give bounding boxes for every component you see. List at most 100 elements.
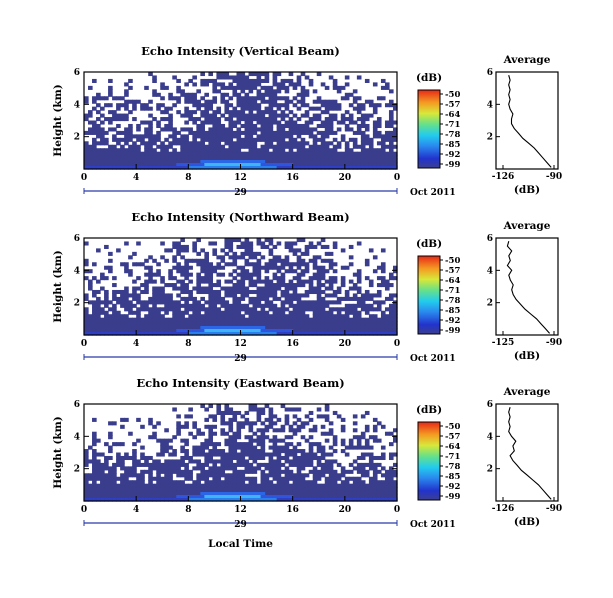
heatmap-cell <box>104 328 109 333</box>
heatmap-cell <box>296 321 302 326</box>
heatmap-cell <box>200 144 205 149</box>
heatmap-cell <box>364 324 370 329</box>
echo-band-cell <box>240 498 246 501</box>
heatmap-cell <box>172 244 177 249</box>
heatmap-cell <box>316 483 322 488</box>
heatmap-cell <box>304 244 310 249</box>
heatmap-cell <box>220 286 226 291</box>
heatmap-cell <box>320 265 326 270</box>
heatmap-cell <box>176 137 181 142</box>
heatmap-cell <box>352 314 358 319</box>
echo-band-cell <box>264 498 270 501</box>
heatmap-cell <box>348 148 354 153</box>
heatmap-cell <box>352 283 358 288</box>
heatmap-cell <box>92 144 97 149</box>
heatmap-cell <box>276 459 282 464</box>
heatmap-cell <box>156 130 161 135</box>
heatmap-cell <box>340 276 346 281</box>
heatmap-cell <box>236 428 242 433</box>
profile-frame <box>495 403 559 502</box>
heatmap-cell <box>176 78 181 83</box>
heatmap-cell <box>200 279 205 284</box>
heatmap-cell <box>320 494 326 499</box>
heatmap-cell <box>140 262 145 267</box>
heatmap-cell <box>192 155 197 160</box>
heatmap-cell <box>316 293 322 298</box>
heatmap-cell <box>212 476 218 481</box>
heatmap-cell <box>368 162 374 167</box>
heatmap-cell <box>328 141 334 146</box>
heatmap-cell <box>268 466 274 471</box>
heatmap-cell <box>268 103 274 108</box>
heatmap-cell <box>176 265 181 270</box>
heatmap-cell <box>376 421 382 426</box>
heatmap-cell <box>148 141 153 146</box>
heatmap-cell <box>280 127 286 132</box>
heatmap-cell <box>212 151 218 156</box>
profile-y-tick-label: 2 <box>487 299 493 309</box>
heatmap-cell <box>300 123 306 129</box>
heatmap-cell <box>188 141 193 146</box>
echo-band-cell <box>248 163 254 166</box>
heatmap-cell <box>184 421 189 426</box>
heatmap-cell <box>148 487 153 492</box>
heatmap-cell <box>328 130 334 135</box>
heatmap-cell <box>220 248 226 253</box>
heatmap-cell <box>336 289 342 295</box>
heatmap-cell <box>344 151 350 156</box>
colorbar-tick-label: -99 <box>445 326 460 336</box>
heatmap-cell <box>208 137 214 142</box>
heatmap-cell <box>228 244 234 249</box>
heatmap-cell <box>260 296 266 301</box>
heatmap-cell <box>236 445 242 450</box>
x-tick-label: 8 <box>185 339 191 349</box>
heatmap-cell <box>332 158 338 163</box>
heatmap-cell <box>236 272 242 277</box>
heatmap-cell <box>220 455 226 461</box>
heatmap-cell <box>148 321 153 326</box>
heatmap-cell <box>336 483 342 488</box>
heatmap-cell <box>128 127 133 132</box>
heatmap-cell <box>260 314 266 319</box>
heatmap-cell <box>196 303 201 308</box>
heatmap-cell <box>224 148 230 153</box>
heatmap-cell <box>340 307 346 312</box>
heatmap-cell <box>128 490 133 495</box>
heatmap-cell <box>236 473 242 478</box>
heatmap-cell <box>128 473 133 478</box>
echo-band-cell <box>364 332 370 335</box>
heatmap-cell <box>208 424 214 429</box>
heatmap-cell <box>240 414 246 419</box>
heatmap-cell <box>356 289 362 295</box>
heatmap-cell <box>212 300 218 305</box>
heatmap-cell <box>224 442 230 447</box>
heatmap-cell <box>164 106 169 111</box>
heatmap-cell <box>352 435 358 440</box>
heatmap-cell <box>228 428 234 433</box>
heatmap-cell <box>228 407 234 412</box>
echo-band-cell <box>208 495 214 498</box>
heatmap-cell <box>308 435 314 440</box>
heatmap-cell <box>224 310 230 315</box>
heatmap-cell <box>308 483 314 488</box>
x-tick-label: 20 <box>339 173 352 183</box>
heatmap-cell <box>364 117 370 122</box>
heatmap-cell <box>108 307 113 312</box>
heatmap-cell <box>348 155 354 160</box>
heatmap-cell <box>176 293 181 298</box>
heatmap-cell <box>320 162 326 167</box>
heatmap-cell <box>128 255 133 260</box>
heatmap-cell <box>332 117 338 122</box>
heatmap-cell <box>104 265 109 270</box>
heatmap-cell <box>208 459 214 464</box>
echo-band-cell <box>272 166 278 169</box>
heatmap-cell <box>152 494 157 499</box>
heatmap-cell <box>304 251 310 256</box>
heatmap-cell <box>240 283 246 288</box>
heatmap-cell <box>244 421 250 426</box>
echo-band-cell <box>172 332 177 335</box>
heatmap-cell <box>96 328 101 333</box>
heatmap-cell <box>96 494 101 499</box>
heatmap-cell <box>240 455 246 461</box>
colorbar-unit: (dB) <box>416 72 442 84</box>
